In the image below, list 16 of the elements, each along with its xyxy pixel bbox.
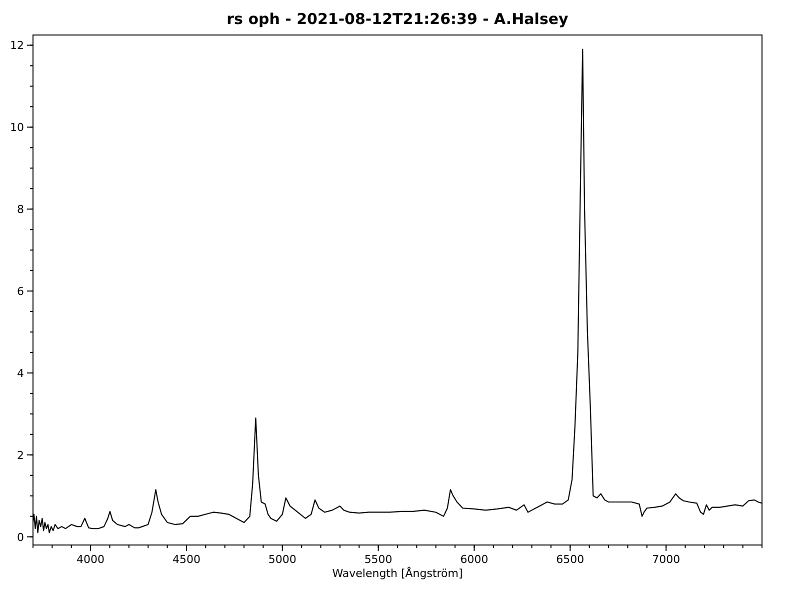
y-tick-label: 4	[17, 366, 24, 380]
x-tick-label: 6500	[556, 553, 584, 566]
x-tick-label: 5000	[268, 553, 296, 566]
x-tick-label: 5500	[364, 553, 392, 566]
y-tick-label: 0	[17, 530, 24, 544]
x-tick-label: 7000	[652, 553, 680, 566]
x-tick-label: 4500	[172, 553, 200, 566]
x-tick-label: 6000	[460, 553, 488, 566]
x-axis-title: Wavelength [Ångström]	[332, 566, 463, 580]
y-tick-label: 12	[10, 39, 24, 52]
y-tick-label: 10	[10, 121, 24, 134]
y-tick-label: 8	[17, 203, 24, 216]
chart-title: rs oph - 2021-08-12T21:26:39 - A.Halsey	[226, 10, 569, 28]
y-tick-label: 2	[17, 448, 24, 462]
y-tick-label: 6	[17, 285, 24, 298]
x-tick-label: 4000	[76, 553, 105, 566]
